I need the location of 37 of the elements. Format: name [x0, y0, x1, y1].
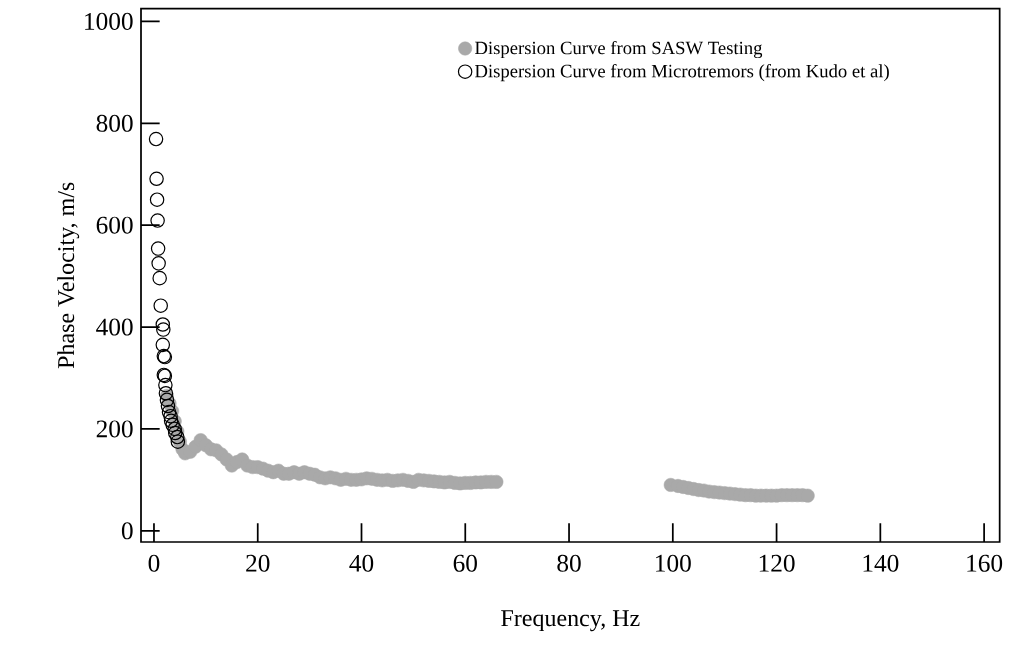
point [150, 241, 166, 256]
point [165, 417, 180, 433]
point [163, 408, 178, 424]
y-tick-label: 800 [96, 114, 133, 132]
x-tick-label: 120 [759, 554, 795, 572]
x-tick-label: 100 [656, 554, 691, 572]
x-tick-label: 160 [967, 554, 1003, 572]
point [148, 131, 164, 147]
y-tick-label: 400 [96, 318, 133, 336]
point [156, 322, 171, 337]
point [149, 171, 164, 187]
point [161, 404, 177, 420]
legend-label: Dispersion Curve from Microtremors (from Kudo et al) [475, 64, 889, 82]
x-tick-label: 60 [453, 554, 477, 572]
point [158, 377, 173, 393]
x-tick-label: 40 [349, 554, 374, 572]
point [153, 298, 168, 313]
point [149, 192, 165, 207]
y-tick-label: 1000 [85, 12, 133, 30]
point [155, 317, 171, 332]
x-tick-label: 20 [246, 554, 270, 572]
legend-label: Dispersion Curve from SASW Testing [475, 40, 763, 59]
x-tick-label: 140 [863, 554, 899, 572]
point [163, 413, 179, 429]
point [155, 337, 171, 353]
x-tick-label: 80 [557, 554, 581, 572]
x-axis-title: Frequency, Hz [501, 610, 640, 632]
point [150, 213, 165, 228]
point [159, 392, 175, 408]
y-tick-label: 600 [96, 216, 133, 234]
point [151, 256, 166, 271]
x-tick-label: 0 [148, 554, 160, 572]
y-tick-label: 200 [96, 420, 133, 438]
point [170, 429, 185, 445]
y-axis-title: Phase Velocity, m/s [57, 182, 80, 369]
y-tick-label: 0 [121, 522, 133, 540]
point [152, 270, 167, 286]
